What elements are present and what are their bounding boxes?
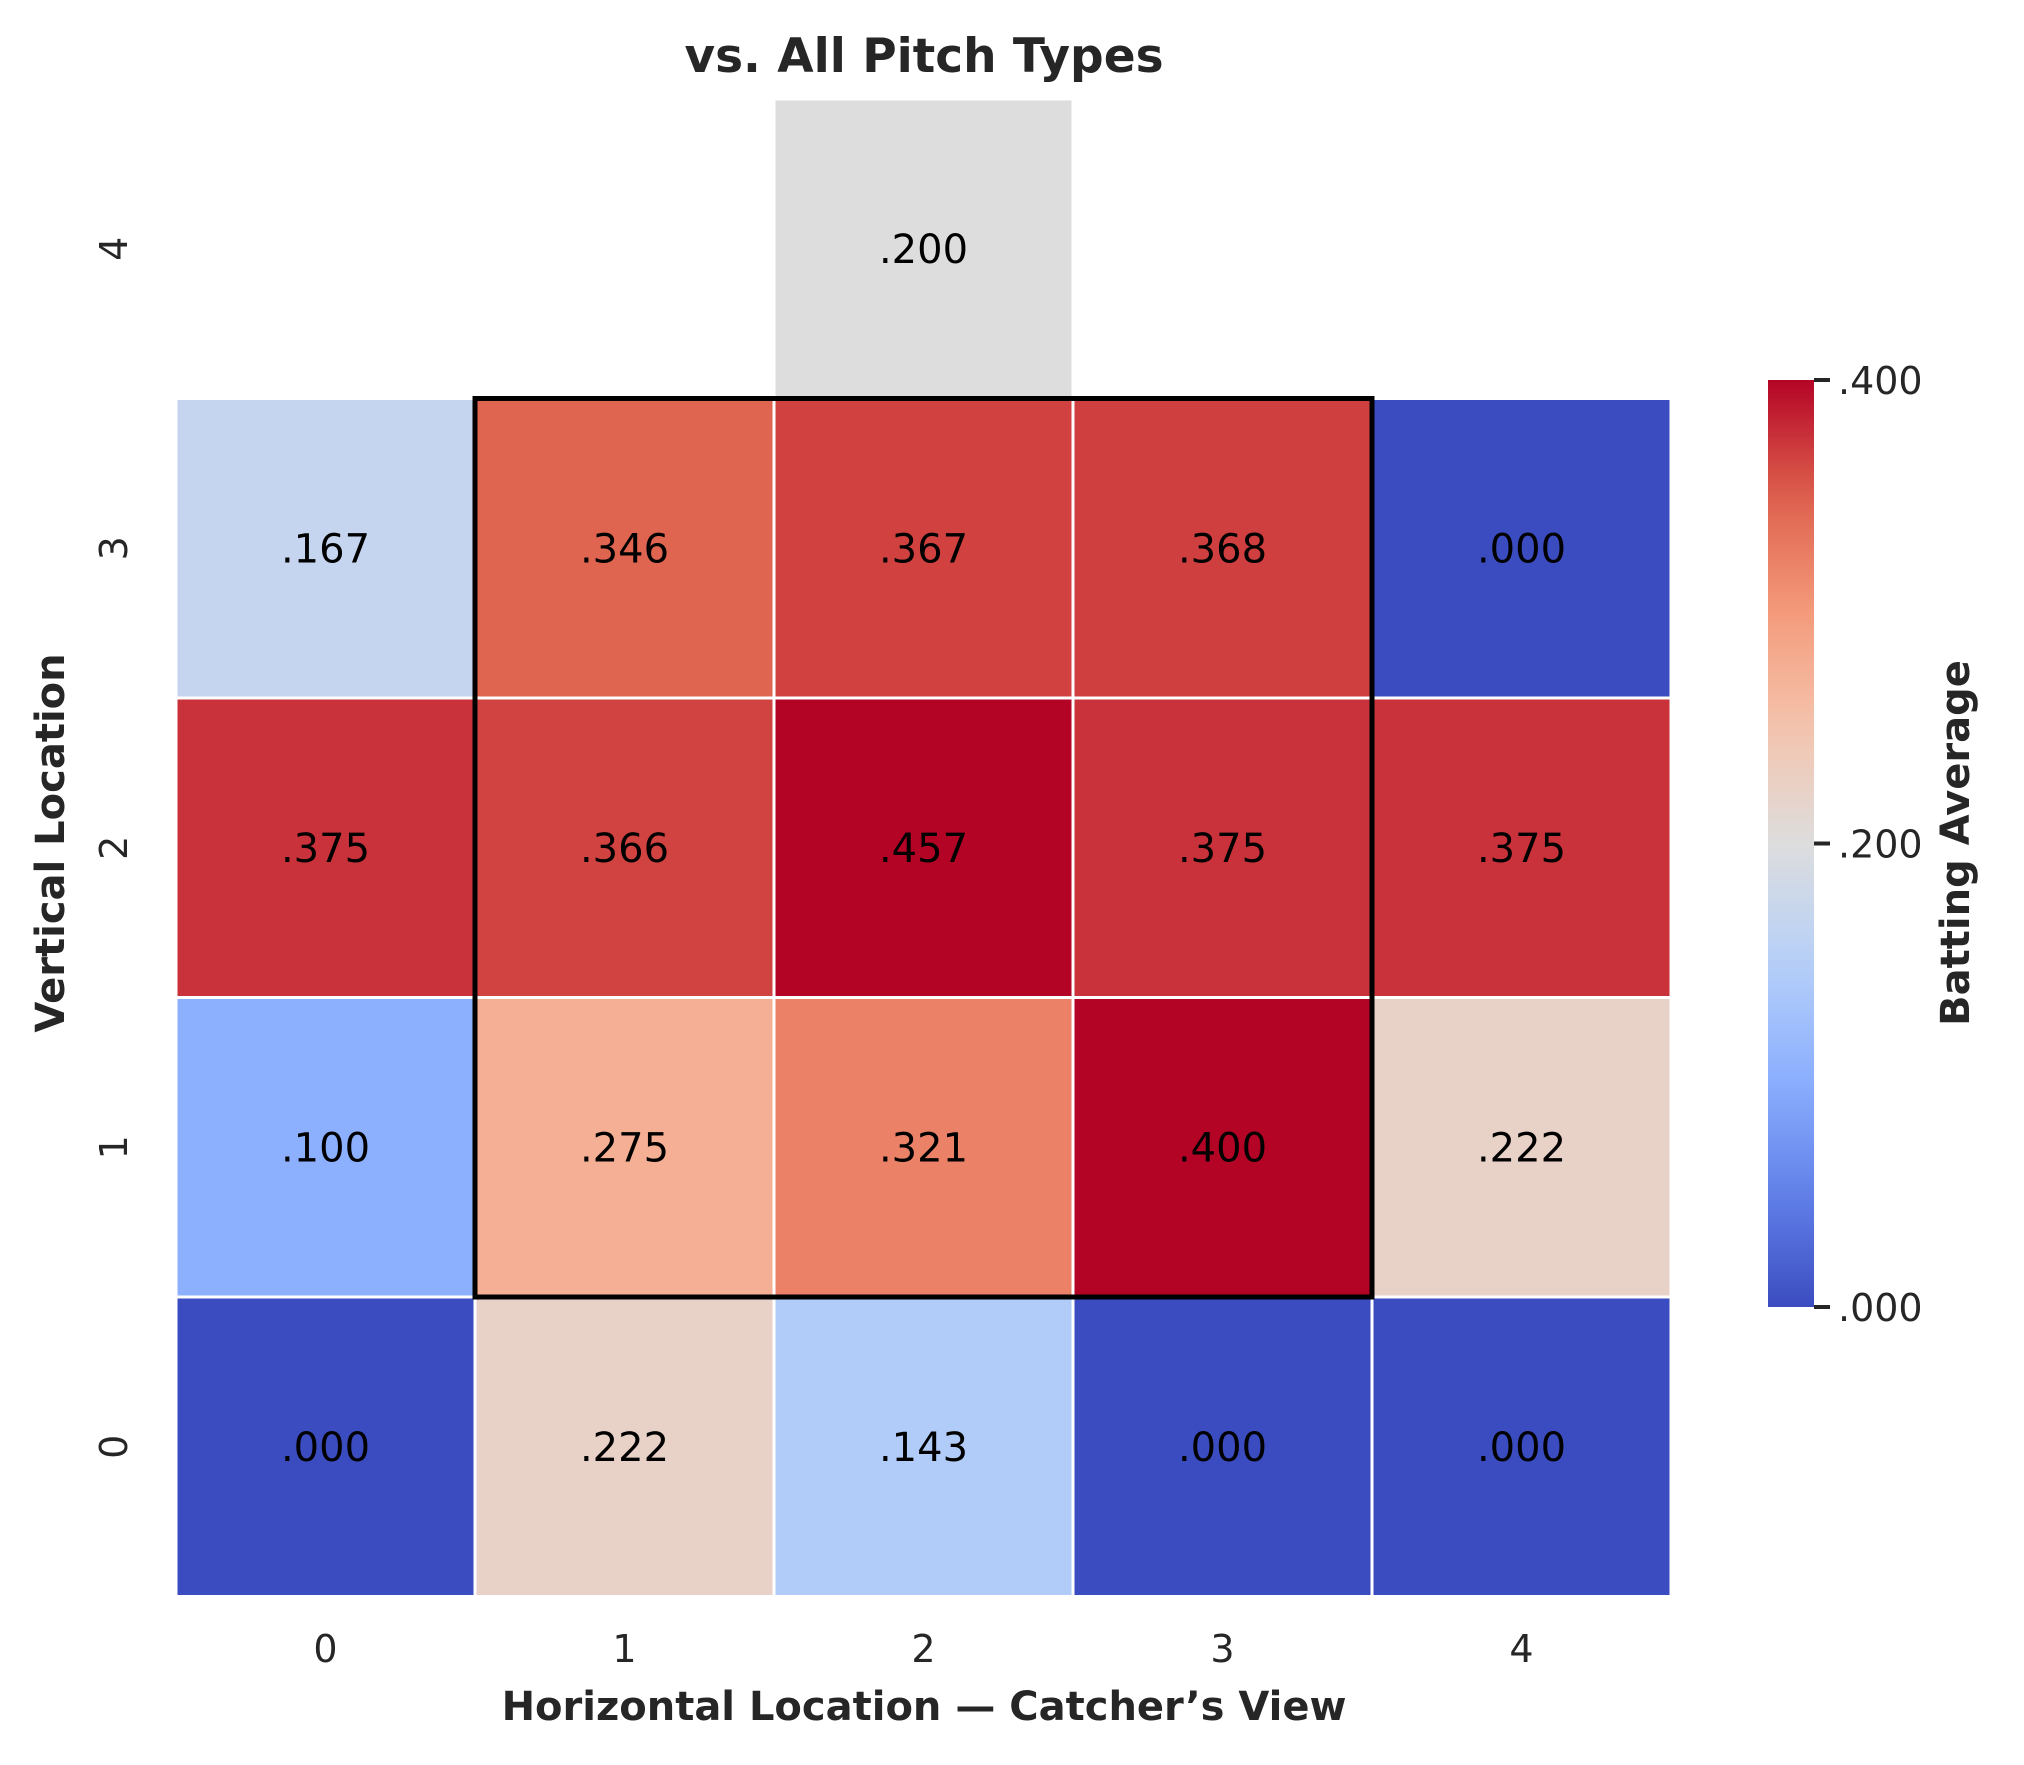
cell-value-label: .346: [580, 526, 669, 572]
heatmap-cell: [772, 996, 1075, 1299]
strike-zone: [472, 396, 1375, 1300]
heatmap-cell: [772, 397, 1075, 700]
y-tick-label: 4: [92, 237, 136, 261]
heatmap-cell: [174, 996, 477, 1299]
cell-value-label: .000: [281, 1425, 370, 1471]
y-axis-label: Vertical Location: [28, 653, 74, 1032]
colorbar: .000 .200 .400: [1768, 359, 1923, 1330]
heatmap-cell: [1370, 397, 1673, 700]
cell-value-label: .375: [281, 826, 370, 872]
heatmap-cell: [1071, 1295, 1374, 1598]
cell-value-label: .400: [1178, 1125, 1267, 1171]
x-tick-label: 3: [1210, 1627, 1234, 1671]
heatmap-cell: [772, 1295, 1075, 1598]
cell-value-label: .321: [879, 1125, 968, 1171]
cell-value-label: .000: [1477, 526, 1566, 572]
heatmap-cell: [1071, 696, 1374, 999]
x-axis-ticks: 0 1 2 3 4: [313, 1627, 1533, 1671]
heatmap-cell: [473, 996, 776, 1299]
cell-value-label: .200: [879, 227, 968, 273]
y-tick-label: 3: [92, 536, 136, 560]
cell-value-label: .368: [1178, 526, 1267, 572]
y-tick-label: 0: [92, 1435, 136, 1459]
cell-value-label: .222: [580, 1425, 669, 1471]
x-tick-label: 1: [612, 1627, 636, 1671]
cell-value-label: .275: [580, 1125, 669, 1171]
cell-value-label: .167: [281, 526, 370, 572]
cell-value-label: .375: [1477, 826, 1566, 872]
cell-value-label: .100: [281, 1125, 370, 1171]
colorbar-tick-label: .400: [1838, 359, 1923, 403]
heatmap-cell: [174, 1295, 477, 1598]
y-axis-ticks: 4 3 2 1 0: [92, 237, 136, 1459]
colorbar-tick-label: .200: [1838, 823, 1923, 867]
cell-value-label: .143: [879, 1425, 968, 1471]
y-tick-label: 1: [92, 1135, 136, 1159]
chart-title: vs. All Pitch Types: [684, 29, 1163, 84]
x-tick-label: 4: [1509, 1627, 1533, 1671]
cell-value-label: .222: [1477, 1125, 1566, 1171]
cell-value-label: .367: [879, 526, 968, 572]
colorbar-tick-label: .000: [1838, 1286, 1923, 1330]
heatmap-cell: [473, 1295, 776, 1598]
colorbar-gradient: [1768, 380, 1814, 1307]
heatmap-cell: [1370, 1295, 1673, 1598]
cell-value-label: .366: [580, 826, 669, 872]
heatmap-cells: .200 .167 .346 .367 .368 .000 .375 .366 .457 .375…: [174, 97, 1673, 1598]
heatmap-cell: [772, 97, 1075, 400]
heatmap-cell: [174, 397, 477, 700]
cell-value-label: .000: [1477, 1425, 1566, 1471]
x-tick-label: 2: [911, 1627, 935, 1671]
strike-zone-outline: [472, 396, 1375, 1300]
colorbar-label: Batting Average: [1933, 660, 1979, 1026]
y-tick-label: 2: [92, 836, 136, 860]
x-axis-label: Horizontal Location — Catcher’s View: [502, 1684, 1347, 1730]
x-tick-label: 0: [313, 1627, 337, 1671]
heatmap-cell: [1370, 696, 1673, 999]
cell-value-label: .000: [1178, 1425, 1267, 1471]
heatmap-cell: [1071, 996, 1374, 1299]
heatmap-cell: [1071, 397, 1374, 700]
cell-value-label: .375: [1178, 826, 1267, 872]
cell-value-label: .457: [879, 826, 968, 872]
